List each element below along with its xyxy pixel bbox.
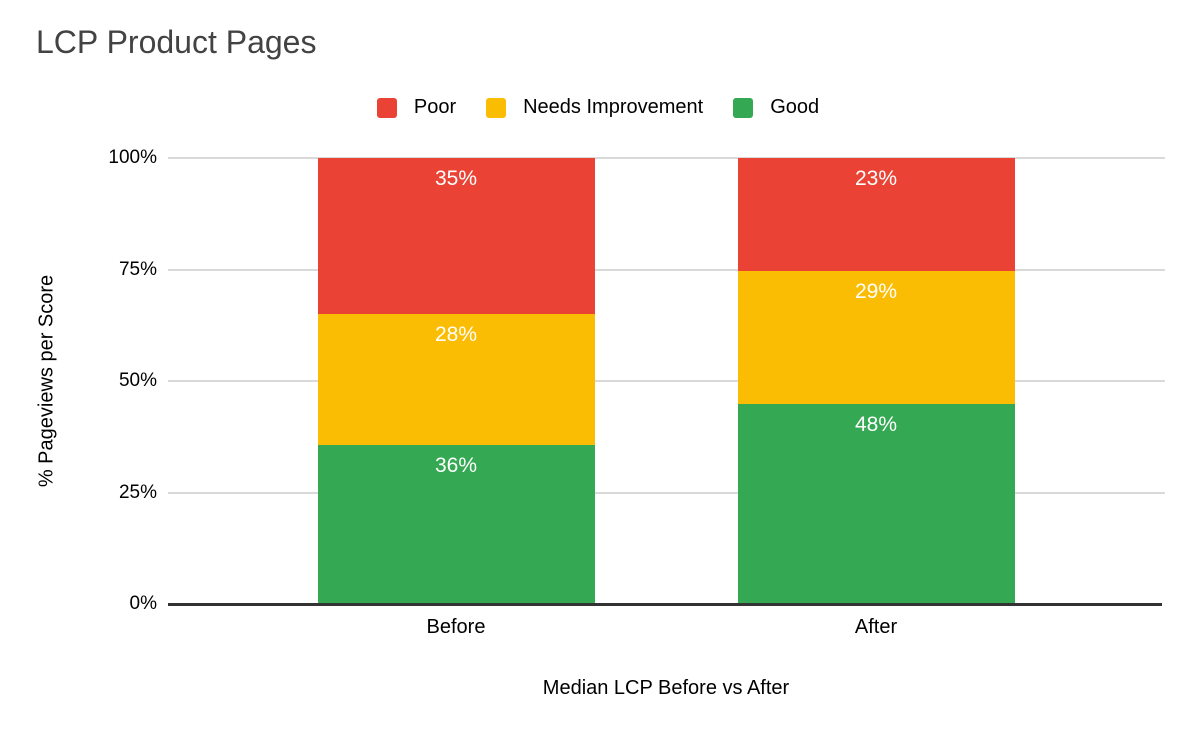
data-label-needs-improvement-after: 29% [854, 279, 898, 303]
legend-swatch-poor [376, 97, 397, 118]
data-label-poor-before: 35% [434, 167, 478, 190]
data-label-good-before: 36% [434, 453, 478, 477]
gridline-50 [168, 380, 1165, 382]
legend-item-good: Good [733, 96, 819, 119]
bar-segment-poor-after: 23% [737, 158, 1015, 271]
x-axis-line [168, 602, 1162, 606]
gridline-75 [168, 268, 1165, 271]
legend-swatch-good [733, 97, 754, 118]
bar-stack-after: 23% 29% 48% [737, 158, 1015, 604]
legend-item-poor: Poor [376, 96, 457, 119]
bar-segment-needs-improvement-after: 29% [737, 270, 1015, 405]
y-tick-label-25: 25% [118, 481, 157, 503]
data-label-needs-improvement-before: 28% [434, 322, 478, 346]
legend-label-poor: Poor [413, 96, 457, 118]
legend-swatch-needs-improvement [486, 97, 507, 118]
x-axis-title: Median LCP Before vs After [542, 677, 790, 699]
y-tick-label-50: 50% [118, 370, 157, 391]
legend-label-needs-improvement: Needs Improvement [523, 96, 704, 118]
y-axis-title: % Pageviews per Score [35, 274, 58, 488]
bar-segment-good-after: 48% [737, 404, 1015, 604]
y-tick-label-75: 75% [118, 258, 157, 280]
legend: Poor Needs Improvement Good [0, 96, 1196, 119]
gridline-100 [168, 157, 1165, 159]
chart-title: LCP Product Pages [36, 24, 317, 60]
legend-item-needs-improvement: Needs Improvement [486, 96, 703, 119]
gridline-25 [168, 491, 1165, 494]
x-axis-label-before: Before [426, 616, 486, 638]
legend-label-good: Good [770, 96, 820, 118]
data-label-good-after: 48% [854, 413, 898, 437]
bar-segment-poor-before: 35% [317, 158, 595, 314]
data-label-poor-after: 23% [854, 167, 898, 190]
y-tick-label-0: 0% [129, 593, 157, 614]
bar-segment-needs-improvement-before: 28% [317, 313, 595, 445]
bar-stack-before: 35% 28% 36% [317, 158, 595, 604]
bar-segment-good-before: 36% [317, 444, 595, 604]
x-axis-label-after: After [854, 616, 898, 638]
y-tick-label-100: 100% [108, 147, 157, 168]
